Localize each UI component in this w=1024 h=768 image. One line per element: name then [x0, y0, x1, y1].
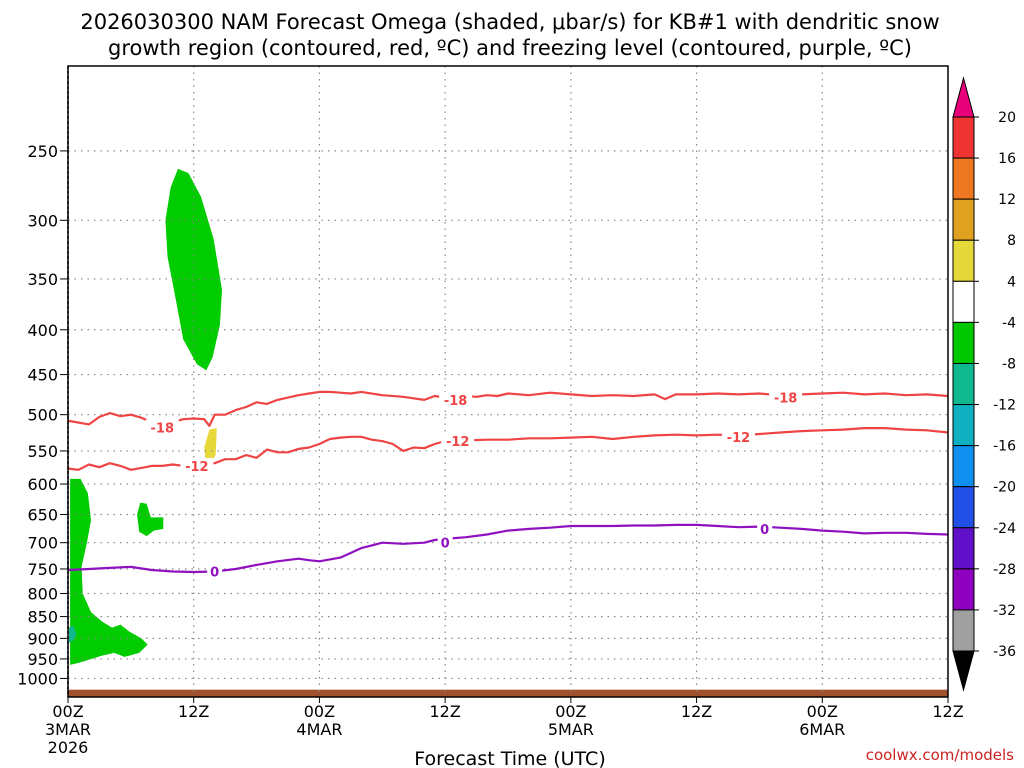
contour-label-bg — [207, 563, 223, 580]
contour-label-0-2: -18 — [774, 392, 798, 407]
colorbar-label: -36 — [993, 644, 1016, 660]
contour-label-bg — [721, 428, 755, 445]
colorbar-box — [952, 609, 975, 652]
colorbar-label: -16 — [993, 439, 1016, 455]
chart-title-line2: growth region (contoured, red, ºC) and f… — [108, 36, 912, 60]
contour-line-2 — [68, 523, 948, 574]
colorbar-label: -12 — [993, 398, 1016, 414]
x-tick-year-label: 2026 — [48, 738, 89, 757]
contour-label-2-2: 0 — [760, 523, 769, 538]
colorbar-label: 12 — [998, 192, 1016, 208]
plot-inner: -18 -18 -18 -12 -12 -12 0 0 0 — [68, 66, 948, 697]
colorbar-label: 16 — [998, 151, 1016, 167]
x-tick-label: 00Z — [304, 702, 335, 721]
chart-title-line1: 2026030300 NAM Forecast Omega (shaded, μ… — [80, 10, 939, 34]
colorbar-box — [952, 445, 975, 488]
contour-label-1-0: -12 — [185, 460, 209, 475]
y-tick-label: 400 — [27, 321, 58, 340]
x-tick-label: 12Z — [681, 702, 712, 721]
colorbar-label: 8 — [1007, 233, 1016, 249]
colorbar-box — [952, 486, 975, 529]
plot-area: -18 -18 -18 -12 -12 -12 0 0 0 — [67, 65, 949, 698]
x-tick-label: 12Z — [932, 702, 963, 721]
terrain-band — [68, 689, 948, 697]
colorbar-box — [952, 157, 975, 200]
y-tick-label: 300 — [27, 211, 58, 230]
y-tick-label: 450 — [27, 366, 58, 385]
contour-label-bg — [437, 534, 453, 551]
contour-line-0 — [68, 390, 948, 427]
colorbar-box — [952, 280, 975, 323]
omega-region-0 — [165, 168, 222, 371]
contour-label-bg — [769, 389, 803, 406]
x-tick-label: 12Z — [429, 702, 460, 721]
contour-label-1-2: -12 — [727, 431, 751, 446]
contour-label-bg — [145, 419, 179, 436]
colorbar-label: -4 — [1002, 315, 1016, 331]
y-tick-label: 350 — [27, 270, 58, 289]
x-tick-date-label: 5MAR — [548, 720, 594, 739]
omega-region-3 — [137, 502, 164, 537]
y-tick-label: 600 — [27, 475, 58, 494]
colorbar-box — [952, 321, 975, 364]
colorbar-label: 20 — [998, 110, 1016, 126]
colorbar-label: -32 — [993, 603, 1016, 619]
contour-label-bg — [180, 457, 214, 474]
y-tick-label: 650 — [27, 506, 58, 525]
colorbar-label: -28 — [993, 562, 1016, 578]
omega-region-1 — [204, 428, 217, 464]
colorbar-box — [952, 198, 975, 241]
colorbar-bottom-triangle — [952, 650, 975, 692]
contour-label-bg — [441, 433, 475, 450]
colorbar-box — [952, 239, 975, 282]
omega-region-2 — [70, 478, 148, 665]
contour-label-2-0: 0 — [210, 565, 219, 580]
x-tick-date-label: 6MAR — [799, 720, 845, 739]
y-tick-label: 250 — [27, 142, 58, 161]
x-tick-label: 00Z — [52, 702, 83, 721]
omega-region-4 — [69, 625, 77, 643]
contour-label-bg — [757, 520, 773, 537]
contour-label-1-1: -12 — [446, 435, 470, 450]
x-tick-date-label: 3MAR — [45, 720, 91, 739]
y-tick-label: 550 — [27, 442, 58, 461]
x-tick-label: 00Z — [555, 702, 586, 721]
colorbar: 20 16 12 8 4 -4 -8 -12 -16 -20 -24 -28 -32 -36 — [952, 76, 1016, 692]
colorbar-label: -8 — [1002, 356, 1016, 372]
y-tick-label: 950 — [27, 650, 58, 669]
y-tick-label: 1000 — [17, 669, 58, 688]
contour-label-0-1: -18 — [444, 394, 468, 409]
y-tick-label: 850 — [27, 608, 58, 627]
credit-text[interactable]: coolwx.com/models — [866, 746, 1014, 764]
colorbar-label: 4 — [1007, 274, 1016, 290]
colorbar-box — [952, 116, 975, 159]
colorbar-label: -20 — [993, 480, 1016, 496]
colorbar-box — [952, 404, 975, 447]
contour-label-bg — [439, 391, 473, 408]
plot-frame — [67, 65, 949, 698]
colorbar-top-triangle — [952, 76, 975, 118]
y-tick-label: 700 — [27, 534, 58, 553]
x-tick-label: 12Z — [178, 702, 209, 721]
colorbar-box — [952, 568, 975, 611]
x-tick-label: 00Z — [807, 702, 838, 721]
y-tick-label: 750 — [27, 560, 58, 579]
y-tick-label: 800 — [27, 585, 58, 604]
colorbar-box — [952, 527, 975, 570]
contour-label-0-0: -18 — [151, 421, 175, 436]
colorbar-label: -24 — [993, 521, 1016, 537]
y-tick-label: 500 — [27, 406, 58, 425]
x-axis-label: Forecast Time (UTC) — [414, 748, 605, 768]
y-axis-ticks: 250 300 350 400 450 500 550 600 650 700 750 800 850 9… — [17, 142, 68, 688]
colorbar-box — [952, 362, 975, 406]
contour-label-2-1: 0 — [441, 537, 450, 552]
y-tick-label: 900 — [27, 629, 58, 648]
x-tick-date-label: 4MAR — [296, 720, 342, 739]
